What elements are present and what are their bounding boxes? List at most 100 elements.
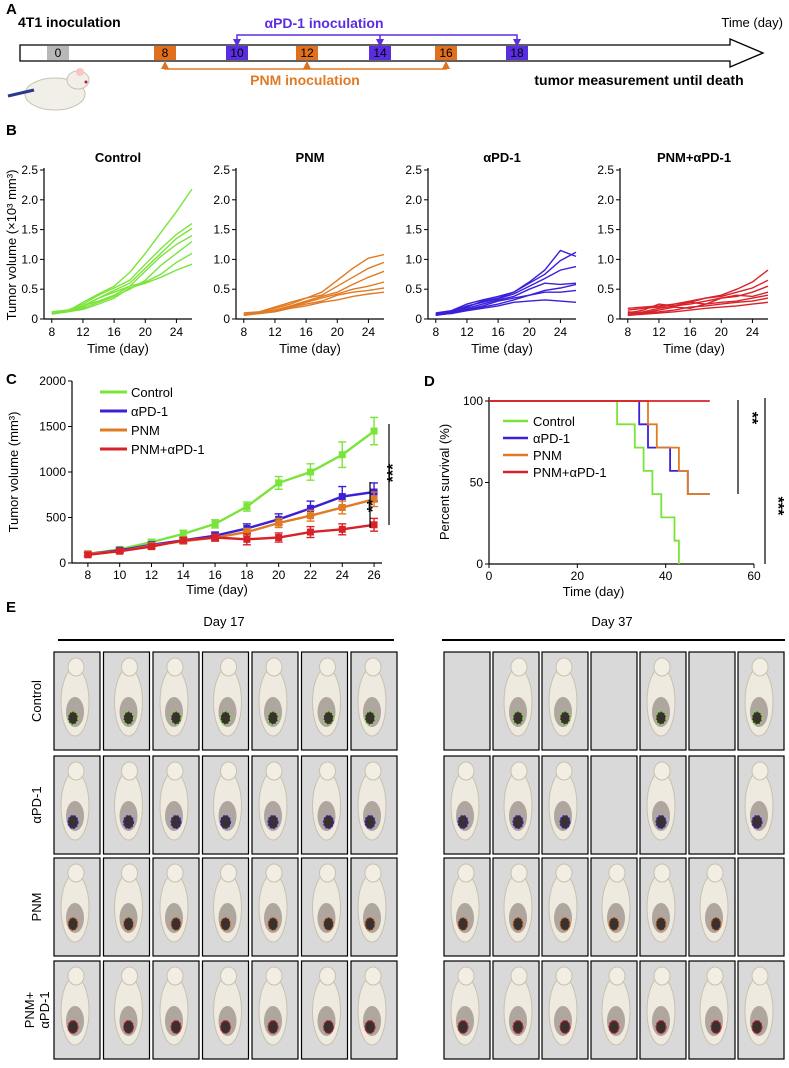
pnm-inoculation-label: PNM inoculation (250, 72, 360, 88)
x-tick-label: 16 (299, 325, 313, 339)
x-axis-label: Time (day) (471, 341, 533, 356)
tumor-outline (170, 1019, 182, 1035)
tumor-growth-line (435, 251, 577, 314)
data-point (179, 536, 187, 544)
y-tick-label: 1000 (39, 465, 66, 479)
panel-label-b: B (6, 122, 17, 139)
tumor-growth-line (51, 223, 193, 313)
y-tick-label: 2.0 (405, 193, 422, 207)
photo-frame (590, 651, 638, 751)
tumor-outline (322, 1019, 335, 1035)
significance-outer: *** (385, 463, 402, 482)
mouse-head (510, 863, 528, 883)
panel-label-e: E (6, 599, 16, 616)
tumor-outline (322, 710, 335, 726)
mouse-head (706, 966, 724, 986)
mouse-head (319, 863, 336, 883)
data-point (116, 547, 124, 555)
tumor-outline (267, 1019, 279, 1035)
x-tick-label: 8 (48, 325, 55, 339)
tumor-growth-line (51, 188, 193, 314)
photo-frame (737, 857, 785, 957)
data-point (306, 468, 314, 476)
tumor-outline (751, 814, 763, 830)
mouse-head (555, 863, 573, 883)
x-tick-label: 16 (683, 325, 697, 339)
plot-title: Control (95, 150, 141, 165)
tumor-outline (710, 916, 722, 932)
apd1-day-marker (369, 46, 391, 60)
x-tick-label: 12 (652, 325, 666, 339)
tumor-growth-line (243, 270, 385, 315)
x-tick-label: 16 (208, 568, 222, 582)
mouse-head (653, 863, 671, 883)
tumor-outline (219, 814, 232, 830)
x-tick-label: 24 (746, 325, 760, 339)
mouse-head (457, 761, 475, 781)
timeline-panel: 4T1 inoculation Time (day) αPD-1 inocula… (7, 14, 783, 111)
tumor-measurement-label: tumor measurement until death (534, 72, 743, 88)
tumor-outline (559, 814, 571, 830)
day37-label: Day 37 (591, 614, 632, 629)
x-tick-label: 8 (85, 568, 92, 582)
mouse-head (220, 657, 237, 677)
tumor-outline (67, 1019, 79, 1035)
timeline-time-label: Time (day) (721, 15, 783, 30)
data-point (306, 504, 314, 512)
panel-label-d: D (424, 373, 435, 390)
x-tick-label: 40 (659, 569, 673, 583)
tumor-outline (267, 916, 279, 932)
apd1-inoculation-label: αPD-1 inoculation (264, 15, 383, 31)
apd1-arrowhead (513, 39, 521, 47)
data-point (147, 543, 155, 551)
apd1-arrowhead (233, 39, 241, 47)
x-axis-label: Time (day) (663, 341, 725, 356)
tumor-outline (457, 1019, 469, 1035)
mouse-head (67, 657, 85, 677)
mouse-head (121, 761, 138, 781)
mean-volume-line (87, 523, 375, 556)
y-tick-label: 0 (415, 312, 422, 326)
legend-label: PNM+αPD-1 (131, 442, 205, 457)
plot-title: PNM (296, 150, 325, 165)
mouse-head (220, 761, 237, 781)
row-label: PNM+αPD-1 (22, 991, 52, 1028)
x-tick-label: 20 (523, 325, 537, 339)
mouse-head (510, 657, 528, 677)
x-axis-label: Time (day) (87, 341, 149, 356)
x-tick-label: 10 (113, 568, 127, 582)
x-tick-label: 26 (367, 568, 381, 582)
x-tick-label: 24 (554, 325, 568, 339)
y-tick-label: 2.0 (21, 193, 38, 207)
data-point (243, 528, 251, 536)
tumor-outline (322, 814, 335, 830)
tumor-growth-line (627, 301, 769, 317)
tumor-outline (512, 710, 524, 726)
tumor-outline (457, 916, 469, 932)
y-tick-label: 2.5 (405, 163, 422, 177)
data-point (275, 519, 283, 527)
tumor-outline (655, 1019, 667, 1035)
legend-label: αPD-1 (131, 404, 168, 419)
photo-frame (590, 755, 638, 855)
row-label: PNM (29, 893, 44, 922)
x-axis-label: Time (day) (186, 582, 248, 597)
mouse-head (166, 761, 184, 781)
y-axis-label: Tumor volume (mm³) (6, 412, 21, 533)
y-tick-label: 0 (607, 312, 614, 326)
data-point (306, 528, 314, 536)
y-tick-label: 2000 (39, 374, 66, 388)
pnm-arrowhead (303, 61, 311, 69)
mouse-head (555, 657, 573, 677)
tumor-growth-line (627, 297, 769, 315)
tumor-outline (512, 1019, 524, 1035)
y-tick-label: 0.5 (213, 282, 230, 296)
tumor-growth-line (435, 249, 577, 315)
tumor-outline (512, 916, 524, 932)
mouse-head (166, 966, 184, 986)
tumor-outline (267, 710, 279, 726)
data-point (179, 530, 187, 538)
data-point (370, 495, 378, 503)
data-point (338, 525, 346, 533)
day0-label: 0 (55, 46, 62, 60)
